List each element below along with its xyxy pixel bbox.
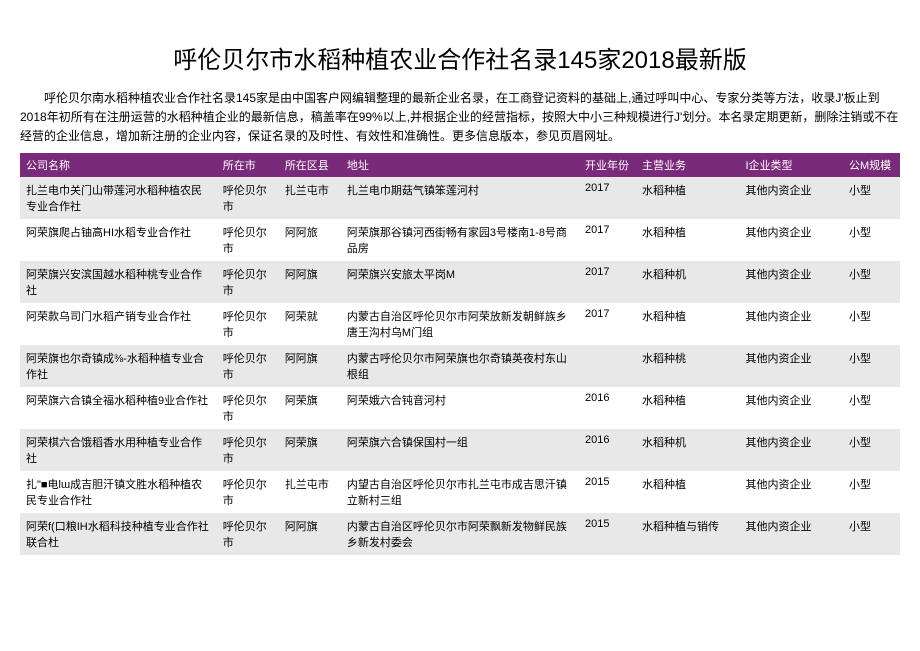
col-header-type: I企业类型 — [739, 153, 843, 177]
table-cell: 呼伦贝尔市 — [217, 345, 279, 387]
table-cell: 内蒙古自治区呼伦贝尔市阿荣放新发朝鲜族乡唐王沟村乌M门组 — [341, 303, 579, 345]
table-cell: 阿荣款乌司门水稻产销专业合作社 — [20, 303, 217, 345]
table-row: 阿荣棋六合饿稻香水用种植专业合作社呼伦贝尔市阿荣旗阿荣旗六合镇保国村一组2016… — [20, 429, 900, 471]
table-row: 扎兰电巾关门山带莲河水稻种植农民专业合作社呼伦贝尔市扎兰屯市扎兰电巾期菇气镇笨莲… — [20, 177, 900, 219]
table-cell: 阿荣棋六合饿稻香水用种植专业合作社 — [20, 429, 217, 471]
table-cell: 阿荣旗 — [279, 387, 341, 429]
table-cell: 阿阿旗 — [279, 261, 341, 303]
table-cell: 扎兰屯市 — [279, 471, 341, 513]
table-cell: 小型 — [843, 219, 900, 261]
data-table: 公司名称 所在市 所在区县 地址 开业年份 主营业务 I企业类型 公M规模 扎兰… — [20, 153, 900, 555]
table-cell: 小型 — [843, 387, 900, 429]
table-cell: 阿荣旗那谷镇河西街畅有家园3号楼南1-8号商品房 — [341, 219, 579, 261]
table-cell: 水稻种植 — [636, 387, 740, 429]
table-cell: 阿荣娥六合钝音河村 — [341, 387, 579, 429]
table-row: 阿荣旗爬占铀高HI水稻专业合作社呼伦贝尔市阿阿旅阿荣旗那谷镇河西街畅有家园3号楼… — [20, 219, 900, 261]
table-cell: 水稻种植 — [636, 177, 740, 219]
table-cell: 呼伦贝尔市 — [217, 387, 279, 429]
table-cell: 其他内资企业 — [739, 219, 843, 261]
table-cell: 2017 — [579, 261, 636, 303]
table-cell: 2016 — [579, 387, 636, 429]
table-row: 阿荣旗也尔奇镇成⅜-水稻种植专业合作社呼伦贝尔市阿阿旗内蒙古呼伦贝尔市阿荣旗也尔… — [20, 345, 900, 387]
table-cell: 阿荣旗爬占铀高HI水稻专业合作社 — [20, 219, 217, 261]
table-cell: 扎"■电lɯ成吉胆汗镇文胜水稻种植农民专业合作社 — [20, 471, 217, 513]
table-cell: 其他内资企业 — [739, 513, 843, 555]
table-cell: 内蒙古呼伦贝尔市阿荣旗也尔奇镇英夜村东山根组 — [341, 345, 579, 387]
col-header-city: 所在市 — [217, 153, 279, 177]
table-cell: 呼伦贝尔市 — [217, 177, 279, 219]
table-cell: 水稻种植 — [636, 471, 740, 513]
table-cell: 其他内资企业 — [739, 345, 843, 387]
table-cell: 呼伦贝尔市 — [217, 261, 279, 303]
table-cell: 小型 — [843, 471, 900, 513]
table-cell: 其他内资企业 — [739, 177, 843, 219]
col-header-biz: 主营业务 — [636, 153, 740, 177]
table-cell: 阿荣旗六合镇全福水稻种植9业合作社 — [20, 387, 217, 429]
table-cell: 2017 — [579, 177, 636, 219]
table-cell: 水稻种机 — [636, 429, 740, 471]
table-cell: 小型 — [843, 261, 900, 303]
table-cell: 阿阿旗 — [279, 513, 341, 555]
table-cell: 其他内资企业 — [739, 303, 843, 345]
table-cell: 其他内资企业 — [739, 387, 843, 429]
table-cell: 呼伦贝尔市 — [217, 513, 279, 555]
table-cell: 2015 — [579, 471, 636, 513]
table-cell: 内望古自治区呼伦贝尔市扎兰屯市成吉思汗镇立新村三组 — [341, 471, 579, 513]
table-cell: 小型 — [843, 429, 900, 471]
table-cell: 小型 — [843, 177, 900, 219]
intro-paragraph: 呼伦贝尔南水稻种植农业合作社名录145家是由中国客户网编辑整理的最新企业名录，在… — [20, 89, 900, 147]
page-title: 呼伦贝尔市水稻种植农业合作社名录145家2018最新版 — [20, 40, 900, 75]
table-cell: 小型 — [843, 513, 900, 555]
col-header-year: 开业年份 — [579, 153, 636, 177]
table-cell: 其他内资企业 — [739, 471, 843, 513]
table-cell: 水稻种植 — [636, 219, 740, 261]
table-cell: 2017 — [579, 219, 636, 261]
table-cell: 阿荣旗六合镇保国村一组 — [341, 429, 579, 471]
table-cell: 2017 — [579, 303, 636, 345]
table-cell: 水稻种桃 — [636, 345, 740, 387]
col-header-name: 公司名称 — [20, 153, 217, 177]
table-cell: 扎兰电巾期菇气镇笨莲河村 — [341, 177, 579, 219]
table-cell: 呼伦贝尔市 — [217, 429, 279, 471]
table-cell: 扎兰屯市 — [279, 177, 341, 219]
table-row: 阿荣款乌司门水稻产销专业合作社呼伦贝尔市阿荣就内蒙古自治区呼伦贝尔市阿荣放新发朝… — [20, 303, 900, 345]
col-header-scale: 公M规模 — [843, 153, 900, 177]
table-cell: 其他内资企业 — [739, 261, 843, 303]
table-row: 阿荣旗兴安滨国越水稻种桃专业合作社呼伦贝尔市阿阿旗阿荣旗兴安旅太平岗M2017水… — [20, 261, 900, 303]
table-body: 扎兰电巾关门山带莲河水稻种植农民专业合作社呼伦贝尔市扎兰屯市扎兰电巾期菇气镇笨莲… — [20, 177, 900, 555]
table-row: 阿荣旗六合镇全福水稻种植9业合作社呼伦贝尔市阿荣旗阿荣娥六合钝音河村2016水稻… — [20, 387, 900, 429]
table-cell: 阿荣旗兴安旅太平岗M — [341, 261, 579, 303]
col-header-dist: 所在区县 — [279, 153, 341, 177]
table-cell: 小型 — [843, 303, 900, 345]
table-cell: 呼伦贝尔市 — [217, 303, 279, 345]
table-cell: 阿阿旗 — [279, 345, 341, 387]
table-cell: 内蒙古自治区呼伦贝尔市阿荣飘新发物鲜民族乡新发村委会 — [341, 513, 579, 555]
table-cell — [579, 345, 636, 387]
table-cell: 其他内资企业 — [739, 429, 843, 471]
table-cell: 阿荣旗兴安滨国越水稻种桃专业合作社 — [20, 261, 217, 303]
table-cell: 阿荣旗也尔奇镇成⅜-水稻种植专业合作社 — [20, 345, 217, 387]
table-cell: 阿荣就 — [279, 303, 341, 345]
table-cell: 呼伦贝尔市 — [217, 471, 279, 513]
table-cell: 小型 — [843, 345, 900, 387]
col-header-addr: 地址 — [341, 153, 579, 177]
table-header-row: 公司名称 所在市 所在区县 地址 开业年份 主营业务 I企业类型 公M规模 — [20, 153, 900, 177]
table-cell: 水稻种植 — [636, 303, 740, 345]
table-row: 阿荣f(口粮IH水稻科技种植专业合作社联合杜呼伦贝尔市阿阿旗内蒙古自治区呼伦贝尔… — [20, 513, 900, 555]
table-cell: 水稻种机 — [636, 261, 740, 303]
table-cell: 阿荣旗 — [279, 429, 341, 471]
table-cell: 呼伦贝尔市 — [217, 219, 279, 261]
table-row: 扎"■电lɯ成吉胆汗镇文胜水稻种植农民专业合作社呼伦贝尔市扎兰屯市内望古自治区呼… — [20, 471, 900, 513]
table-cell: 扎兰电巾关门山带莲河水稻种植农民专业合作社 — [20, 177, 217, 219]
table-cell: 2016 — [579, 429, 636, 471]
table-cell: 阿阿旅 — [279, 219, 341, 261]
table-cell: 水稻种植与销传 — [636, 513, 740, 555]
table-cell: 阿荣f(口粮IH水稻科技种植专业合作社联合杜 — [20, 513, 217, 555]
table-cell: 2015 — [579, 513, 636, 555]
